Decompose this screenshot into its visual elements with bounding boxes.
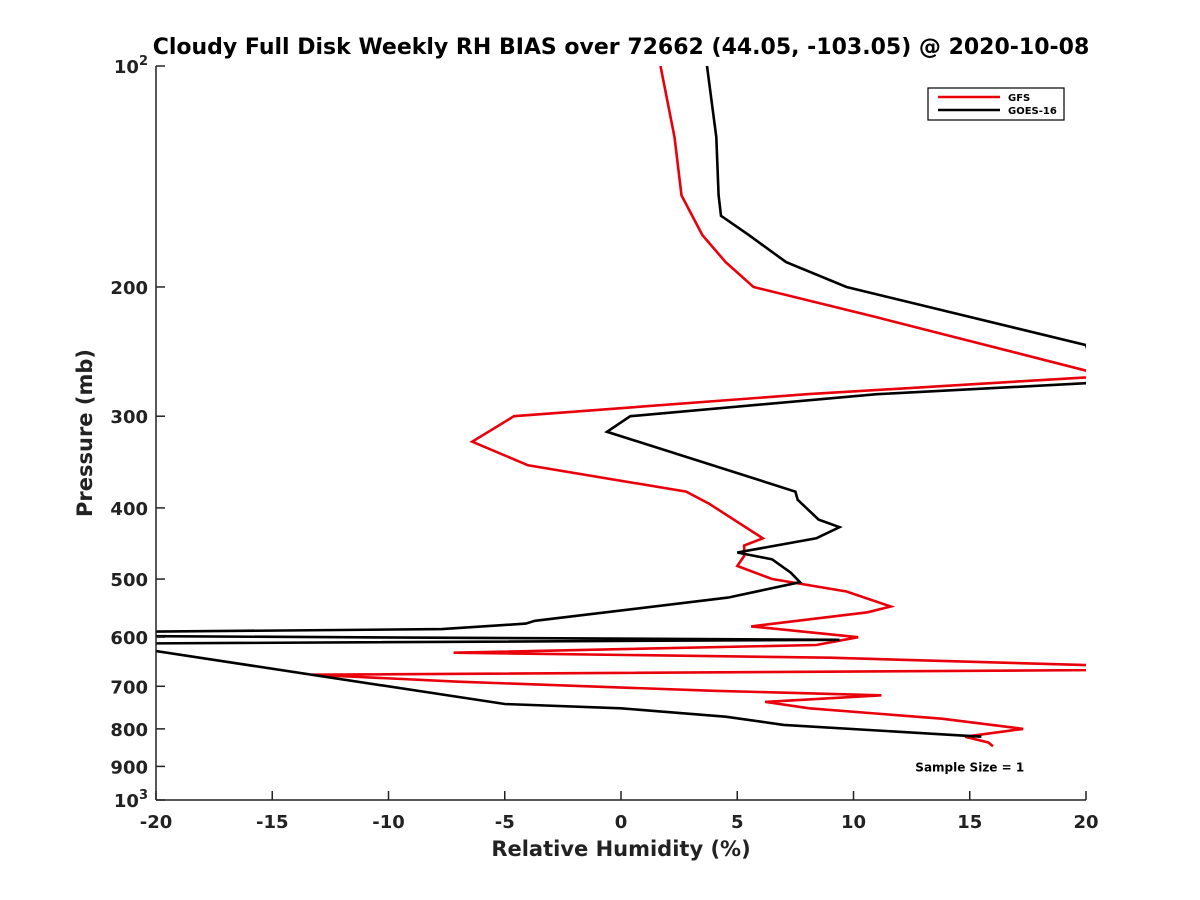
y-tick-label: 103 [114, 788, 148, 812]
y-tick-label: 200 [110, 278, 148, 299]
series-layer [156, 66, 1086, 748]
y-tick-label: 102 [114, 54, 148, 78]
plot-area [155, 66, 1086, 801]
series-line-gfs [311, 66, 1086, 748]
legend-label-gfs: GFS [1008, 93, 1030, 104]
y-tick-label: 900 [110, 757, 148, 778]
legend-label-goes16: GOES-16 [1008, 106, 1057, 117]
x-tick-label: 20 [1073, 812, 1098, 833]
y-tick-label: 300 [110, 407, 148, 428]
y-axis-label: Pressure (mb) [73, 349, 97, 517]
y-tick-label: 800 [110, 720, 148, 741]
series-line-goes-16 [156, 66, 1086, 738]
x-tick-label: -10 [372, 812, 405, 833]
x-axis-label: Relative Humidity (%) [491, 837, 750, 861]
x-tick-label: 0 [615, 812, 628, 833]
x-tick-label: 10 [841, 812, 866, 833]
x-tick-label: 5 [731, 812, 744, 833]
y-tick-label: 600 [110, 628, 148, 649]
y-tick-label: 500 [110, 570, 148, 591]
y-tick-label: 700 [110, 677, 148, 698]
x-tick-label: -20 [140, 812, 173, 833]
x-axis-ticks: -20 -15 -10 -5 0 5 10 15 20 [140, 791, 1099, 833]
y-tick-label: 400 [110, 499, 148, 520]
legend: GFS GOES-16 [927, 87, 1065, 121]
y-axis-ticks: 102 200 300 400 500 600 700 800 900 103 [110, 54, 165, 812]
chart-title: Cloudy Full Disk Weekly RH BIAS over 726… [153, 35, 1090, 60]
x-tick-label: -15 [256, 812, 289, 833]
x-tick-label: -5 [495, 812, 515, 833]
legend-box [927, 87, 1065, 121]
x-tick-label: 15 [957, 812, 982, 833]
sample-size-note: Sample Size = 1 [915, 760, 1024, 774]
